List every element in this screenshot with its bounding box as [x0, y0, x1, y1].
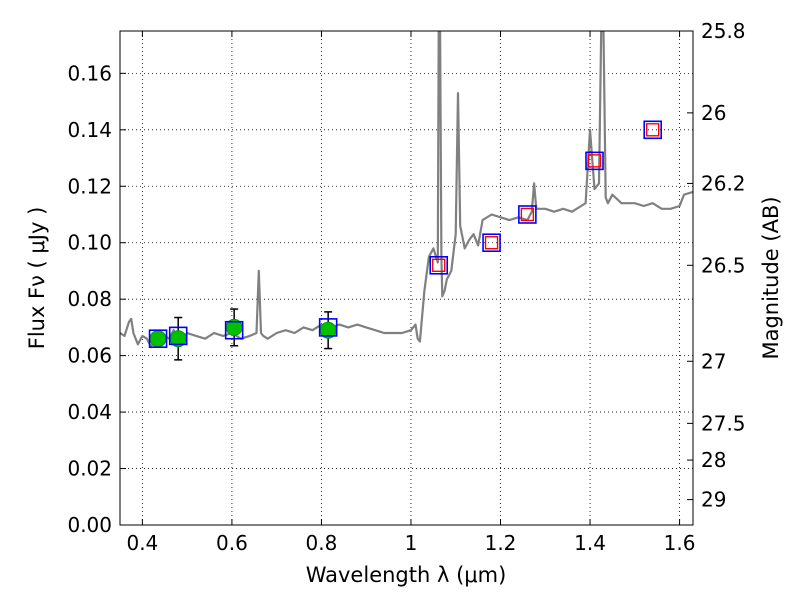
model-square — [585, 151, 604, 171]
observed-point — [149, 330, 167, 348]
y-tick-label: 0.06 — [67, 344, 112, 368]
grid — [120, 31, 693, 526]
y-tick-label: 0.16 — [67, 61, 112, 85]
model-square — [224, 320, 244, 340]
y-tick-label: 0.04 — [67, 400, 112, 424]
marker-layer — [148, 120, 663, 361]
model-square — [429, 255, 449, 275]
tick-layer: 0.4 0.6 0.8 1 1.2 1.4 1.6 0.00 0.02 0.04 0.06 0.08 0… — [67, 19, 745, 555]
synthetic-square — [587, 154, 602, 168]
model-square — [148, 329, 168, 348]
model-square — [168, 326, 188, 346]
right-tick-label: 26 — [701, 101, 726, 125]
spectrum-line — [120, 31, 693, 349]
right-tick-label: 26.5 — [701, 253, 746, 277]
y-tick-label: 0.12 — [67, 174, 112, 198]
x-axis-title: Wavelength λ (μm) — [306, 563, 507, 587]
model-square — [318, 318, 338, 337]
spectrum-layer — [120, 31, 693, 349]
model-square — [643, 120, 663, 140]
y-axis-title: Flux Fν ( μJy ) — [25, 207, 49, 350]
y-tick-label: 0.10 — [67, 231, 112, 255]
x-tick-label: 1 — [405, 531, 418, 555]
model-square — [518, 205, 537, 224]
x-tick-label: 0.6 — [216, 531, 248, 555]
right-tick-label: 25.8 — [701, 19, 746, 43]
x-tick-label: 1.2 — [485, 531, 517, 555]
synthetic-square — [646, 123, 660, 137]
right-tick-label: 29 — [701, 488, 726, 512]
right-tick-label: 27 — [701, 349, 726, 373]
synthetic-square — [432, 258, 446, 272]
x-tick-label: 1.6 — [664, 531, 696, 555]
synthetic-square — [484, 236, 499, 250]
y-tick-label: 0.00 — [67, 513, 112, 537]
y-tick-label: 0.02 — [67, 457, 112, 481]
right-tick-label: 27.5 — [701, 411, 746, 435]
x-tick-label: 0.4 — [126, 531, 158, 555]
y-tick-label: 0.08 — [67, 287, 112, 311]
right-axis-title: Magnitude (AB) — [759, 196, 783, 359]
x-tick-label: 0.8 — [306, 531, 338, 555]
right-tick-label: 26.2 — [701, 171, 746, 195]
right-tick-label: 28 — [701, 448, 726, 472]
model-square — [482, 233, 501, 253]
x-tick-label: 1.4 — [574, 531, 606, 555]
y-tick-label: 0.14 — [67, 118, 112, 142]
plot-frame — [119, 30, 694, 526]
synthetic-square — [520, 207, 535, 222]
